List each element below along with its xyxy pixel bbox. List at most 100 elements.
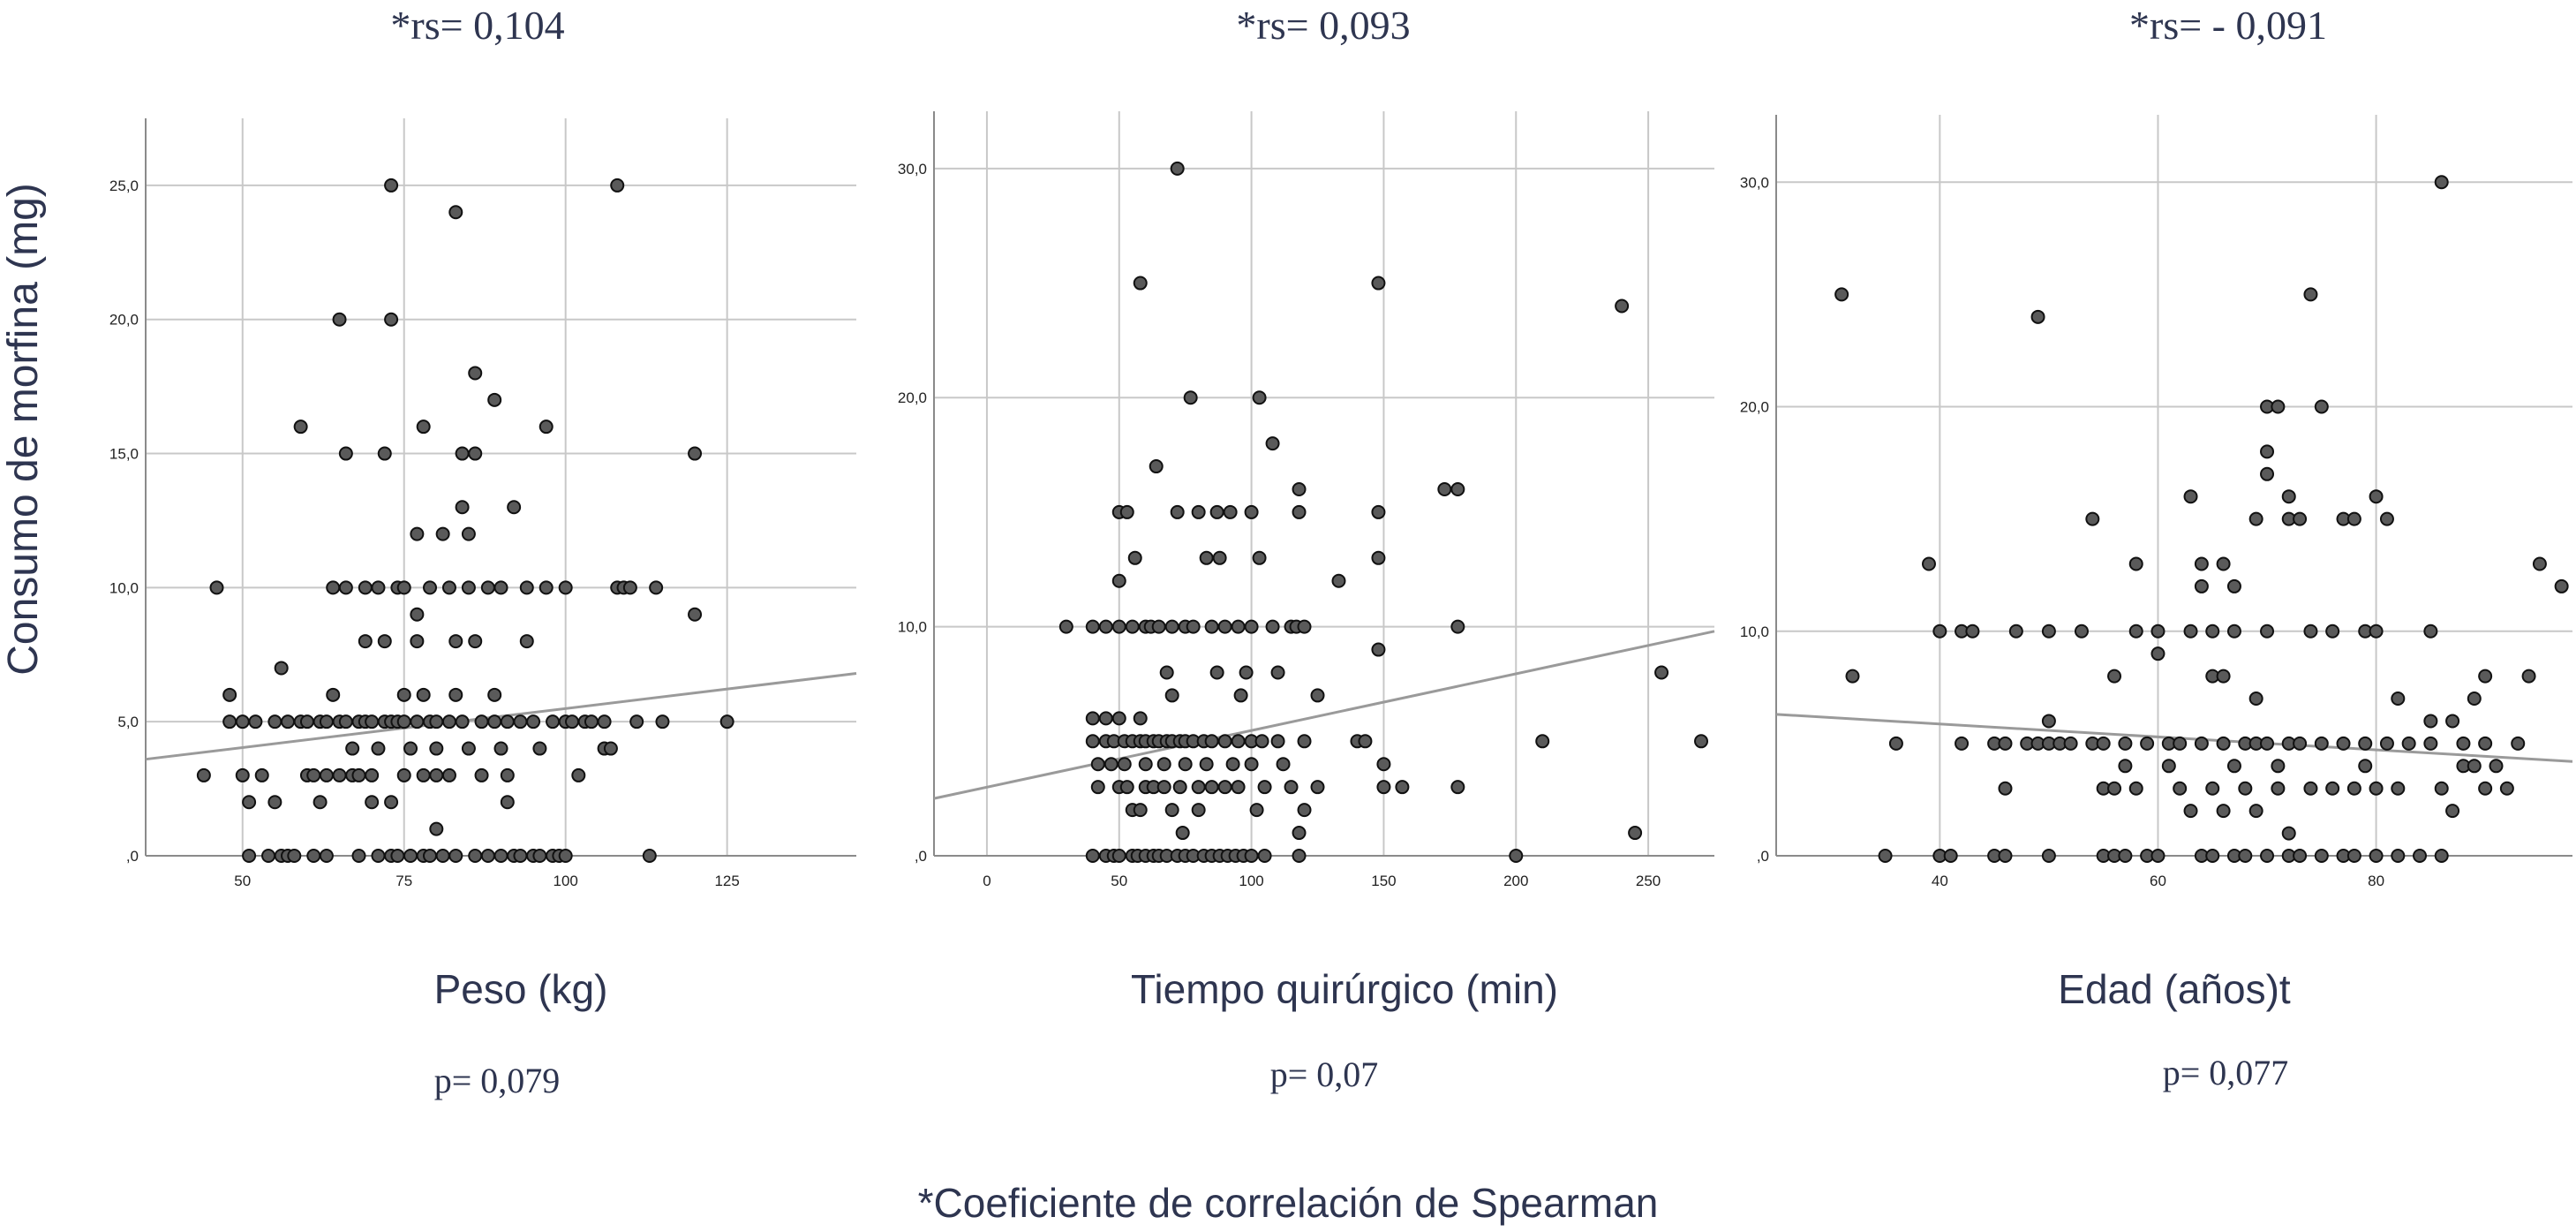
data-point	[2216, 804, 2231, 819]
panel-x-label: Peso (kg)	[434, 966, 608, 1012]
data-point	[2238, 849, 2253, 863]
data-point	[345, 741, 360, 756]
data-point	[1085, 734, 1100, 749]
data-point	[1133, 276, 1148, 291]
data-point	[2391, 781, 2406, 796]
data-point	[2554, 578, 2569, 593]
data-point	[365, 714, 380, 729]
data-point	[242, 849, 257, 863]
data-point	[2489, 759, 2504, 774]
data-point	[2423, 714, 2438, 729]
data-point	[1225, 757, 1240, 772]
data-point	[2379, 736, 2394, 751]
data-point	[1085, 849, 1100, 863]
data-point	[2173, 736, 2188, 751]
data-point	[565, 714, 579, 729]
data-point	[2074, 624, 2089, 639]
data-point	[2293, 511, 2308, 526]
data-point	[2041, 624, 2056, 639]
data-point	[384, 178, 399, 193]
data-point	[468, 366, 483, 381]
y-tick-label: 30,0	[898, 161, 927, 178]
data-point	[688, 607, 703, 622]
data-point	[2314, 849, 2329, 863]
data-point	[1090, 757, 1105, 772]
data-point	[1244, 619, 1259, 634]
data-point	[655, 714, 670, 729]
data-point	[539, 580, 554, 595]
data-point	[1932, 624, 1947, 639]
y-tick-label: 20,0	[1740, 399, 1769, 416]
data-point	[1175, 826, 1190, 841]
data-point	[338, 446, 353, 461]
data-point	[1231, 734, 1246, 749]
data-point	[319, 767, 334, 782]
data-point	[1371, 550, 1386, 565]
data-point	[2401, 736, 2416, 751]
data-point	[1223, 504, 1238, 519]
data-point	[2183, 804, 2198, 819]
data-point	[493, 849, 508, 863]
data-point	[416, 687, 431, 702]
data-point	[468, 849, 483, 863]
data-point	[423, 580, 437, 595]
data-point	[1159, 665, 1174, 680]
data-point	[441, 714, 456, 729]
data-point	[2260, 466, 2275, 481]
y-tick-label: ,0	[915, 848, 927, 865]
data-point	[1111, 573, 1126, 588]
data-point	[2346, 511, 2361, 526]
footnote: *Coeficiente de correlación de Spearman	[918, 1180, 1659, 1226]
data-point	[2030, 309, 2045, 324]
data-point	[306, 767, 321, 782]
data-point	[2434, 849, 2449, 863]
data-point	[2128, 556, 2143, 571]
data-point	[2369, 489, 2384, 504]
x-tick-label: 40	[1932, 873, 1948, 889]
data-point	[2314, 736, 2329, 751]
y-tick-label: 25,0	[109, 178, 139, 194]
data-point	[1117, 757, 1132, 772]
data-point	[642, 849, 657, 863]
x-tick-label: 200	[1503, 873, 1528, 889]
data-point	[1103, 757, 1119, 772]
data-point	[2456, 736, 2471, 751]
data-point	[500, 714, 515, 729]
data-point	[267, 795, 282, 810]
data-point	[2314, 399, 2329, 414]
data-point	[1111, 619, 1126, 634]
data-point	[539, 419, 554, 435]
panel-p-value: p= 0,077	[2163, 1053, 2289, 1092]
data-point	[358, 580, 373, 595]
data-point	[2445, 804, 2460, 819]
data-point	[1628, 826, 1643, 841]
data-point	[365, 795, 380, 810]
data-point	[1156, 780, 1171, 795]
x-tick-label: 80	[2368, 873, 2384, 889]
data-point	[448, 634, 463, 649]
data-point	[423, 849, 437, 863]
data-point	[629, 714, 644, 729]
data-point	[2271, 781, 2286, 796]
data-point	[1090, 780, 1105, 795]
x-tick-label: 75	[395, 873, 412, 889]
data-point	[474, 714, 489, 729]
data-point	[1127, 550, 1142, 565]
data-point	[610, 178, 625, 193]
data-point	[597, 714, 612, 729]
data-point	[410, 634, 425, 649]
data-point	[2205, 849, 2220, 863]
data-point	[1292, 504, 1307, 519]
data-point	[441, 580, 456, 595]
data-point	[313, 795, 328, 810]
data-point	[371, 849, 386, 863]
data-point	[1217, 619, 1232, 634]
data-point	[2140, 736, 2155, 751]
data-point	[1098, 619, 1113, 634]
data-point	[1233, 688, 1248, 703]
data-point	[2293, 736, 2308, 751]
data-point	[1231, 780, 1246, 795]
data-point	[384, 795, 399, 810]
data-point	[2391, 692, 2406, 707]
